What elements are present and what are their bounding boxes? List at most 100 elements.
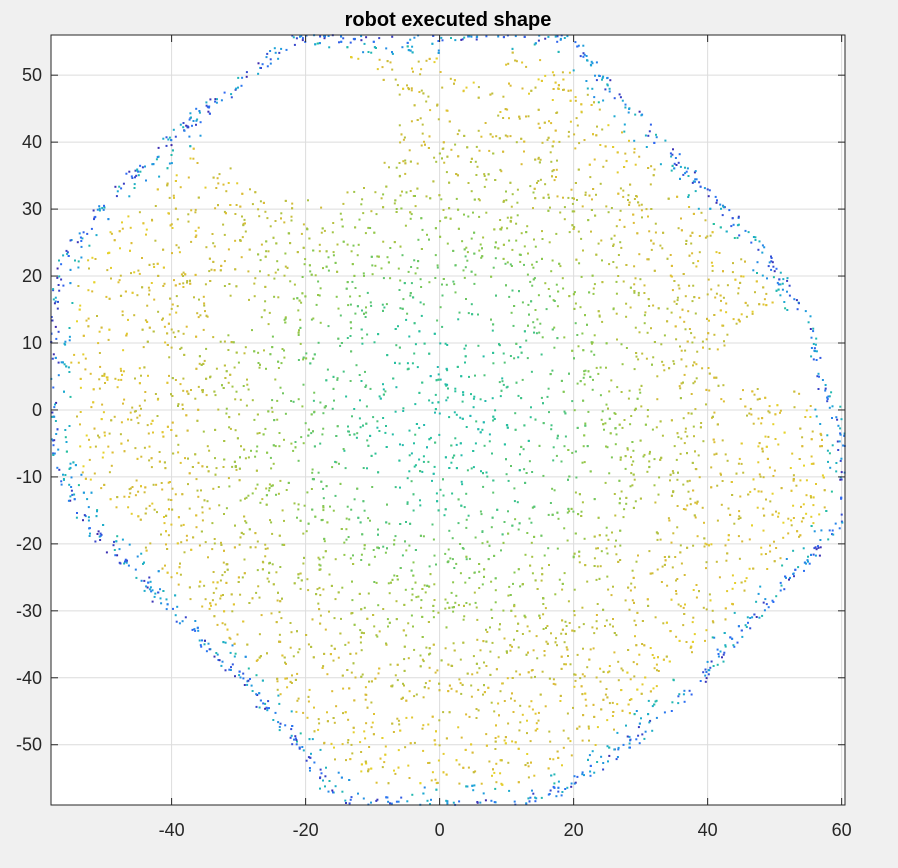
scatter-point xyxy=(253,350,256,353)
scatter-point xyxy=(798,535,800,538)
scatter-point xyxy=(56,428,59,431)
scatter-point xyxy=(396,575,399,577)
scatter-point xyxy=(502,117,505,119)
scatter-point xyxy=(186,280,189,282)
scatter-point xyxy=(317,602,320,605)
scatter-point xyxy=(173,196,175,199)
scatter-point xyxy=(284,316,287,319)
scatter-point xyxy=(513,638,515,641)
scatter-point xyxy=(574,679,577,682)
scatter-point xyxy=(476,638,479,641)
scatter-point xyxy=(345,517,348,520)
scatter-point xyxy=(692,382,695,385)
scatter-point xyxy=(189,282,192,285)
scatter-point xyxy=(217,182,220,185)
scatter-point xyxy=(512,324,515,327)
scatter-point xyxy=(166,332,169,335)
scatter-point xyxy=(80,473,83,476)
scatter-point xyxy=(710,261,713,264)
scatter-point xyxy=(799,427,802,430)
scatter-point xyxy=(224,641,227,644)
scatter-point xyxy=(215,187,218,189)
scatter-point xyxy=(190,240,193,243)
scatter-point xyxy=(529,564,532,567)
scatter-point xyxy=(671,164,674,167)
scatter-point xyxy=(322,556,325,559)
scatter-point xyxy=(594,214,597,217)
scatter-point xyxy=(194,620,197,622)
scatter-point xyxy=(362,212,365,215)
scatter-point xyxy=(703,545,706,548)
scatter-point xyxy=(337,337,340,340)
scatter-point xyxy=(458,782,461,785)
scatter-point xyxy=(309,756,312,759)
scatter-point xyxy=(344,643,347,646)
scatter-point xyxy=(520,445,523,448)
scatter-point xyxy=(234,652,237,655)
scatter-point xyxy=(159,588,161,591)
scatter-point xyxy=(622,280,625,283)
scatter-point xyxy=(356,432,359,435)
scatter-point xyxy=(661,434,664,437)
scatter-point xyxy=(433,739,436,742)
scatter-point xyxy=(188,472,191,475)
scatter-point xyxy=(391,51,393,54)
scatter-point xyxy=(476,671,479,674)
scatter-point xyxy=(343,449,346,452)
scatter-point xyxy=(584,194,587,196)
scatter-point xyxy=(341,674,344,677)
scatter-point xyxy=(539,617,541,620)
scatter-point xyxy=(146,424,149,427)
scatter-point xyxy=(455,197,458,200)
scatter-point xyxy=(564,632,567,635)
scatter-point xyxy=(239,593,242,596)
scatter-point xyxy=(802,547,805,550)
scatter-point xyxy=(582,647,584,650)
scatter-point xyxy=(394,361,396,364)
scatter-point xyxy=(245,404,248,407)
scatter-point xyxy=(275,621,278,624)
scatter-point xyxy=(332,222,335,224)
scatter-point xyxy=(439,220,442,223)
scatter-point xyxy=(772,475,775,477)
scatter-point xyxy=(523,330,526,333)
scatter-point xyxy=(638,204,641,207)
scatter-point xyxy=(374,677,377,680)
scatter-point xyxy=(421,615,424,618)
scatter-point xyxy=(511,193,514,196)
scatter-point xyxy=(688,206,691,208)
scatter-point xyxy=(465,526,468,529)
scatter-point xyxy=(119,247,121,250)
scatter-point xyxy=(185,539,188,542)
scatter-point xyxy=(60,361,63,364)
scatter-point xyxy=(711,609,714,612)
scatter-point xyxy=(651,428,654,431)
scatter-point xyxy=(619,544,622,547)
scatter-point xyxy=(233,546,236,549)
scatter-point xyxy=(499,759,502,762)
scatter-point xyxy=(204,186,207,189)
scatter-point xyxy=(410,282,413,285)
scatter-point xyxy=(94,258,97,260)
scatter-point xyxy=(718,576,721,579)
scatter-point xyxy=(638,155,641,158)
scatter-point xyxy=(638,331,641,334)
scatter-point xyxy=(234,429,237,432)
scatter-point xyxy=(399,307,402,310)
scatter-point xyxy=(369,519,371,522)
scatter-point xyxy=(163,282,166,285)
scatter-point xyxy=(420,89,423,92)
scatter-point xyxy=(676,195,679,198)
scatter-point xyxy=(156,511,158,514)
scatter-point xyxy=(120,294,123,297)
scatter-point xyxy=(593,557,596,560)
scatter-point xyxy=(584,692,587,695)
scatter-point xyxy=(286,677,288,680)
scatter-point xyxy=(412,561,415,564)
scatter-point xyxy=(472,81,475,84)
scatter-point xyxy=(296,516,298,519)
scatter-point xyxy=(612,146,615,148)
scatter-point xyxy=(460,375,463,378)
scatter-point xyxy=(676,296,679,299)
scatter-point xyxy=(663,556,666,558)
